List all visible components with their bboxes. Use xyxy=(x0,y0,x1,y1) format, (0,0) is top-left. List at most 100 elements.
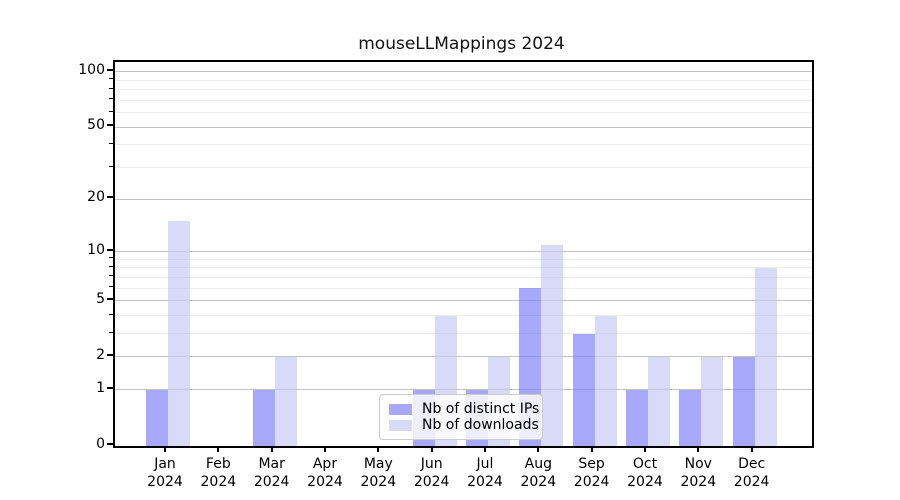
bar-dec-distinct-ips xyxy=(732,356,755,446)
x-tick-year: 2024 xyxy=(413,474,450,490)
y-tick-minor xyxy=(109,165,113,167)
legend-swatch-downloads xyxy=(389,419,412,431)
y-tick-minor xyxy=(109,110,113,112)
x-tick-label-apr: Apr 2024 xyxy=(290,455,360,491)
x-tick-label-jun: Jun 2024 xyxy=(397,455,467,491)
legend-entry-downloads: Nb of downloads xyxy=(389,417,539,433)
x-tick-month: Jan xyxy=(154,456,176,472)
x-tick xyxy=(270,446,273,452)
x-tick-year: 2024 xyxy=(467,474,503,490)
x-tick-month: Aug xyxy=(524,456,552,472)
gridline-minor xyxy=(115,79,812,81)
gridline-minor xyxy=(115,99,812,101)
x-tick-year: 2024 xyxy=(520,474,557,490)
y-tick-label: 10 xyxy=(87,241,105,258)
y-tick-label: 2 xyxy=(96,346,105,363)
y-tick-minor xyxy=(109,313,113,315)
y-tick-label: 0 xyxy=(96,436,105,452)
gridline-minor xyxy=(115,89,812,91)
x-tick-label-mar: Mar 2024 xyxy=(237,455,307,491)
x-tick-month: Mar xyxy=(258,456,285,472)
bar-jan-downloads xyxy=(168,221,190,446)
x-tick-label-nov: Nov 2024 xyxy=(663,455,733,491)
bar-jan-distinct-ips xyxy=(146,389,168,446)
y-tick-minor xyxy=(109,331,113,333)
x-tick-month: Jul xyxy=(476,456,494,472)
x-tick xyxy=(590,446,593,452)
gridline-major xyxy=(115,251,812,253)
x-tick-label-aug: Aug 2024 xyxy=(503,455,573,491)
x-tick-label-may: May 2024 xyxy=(343,455,413,491)
y-tick-major xyxy=(107,443,113,445)
gridline-minor xyxy=(115,144,812,146)
x-tick-year: 2024 xyxy=(147,474,183,490)
y-tick-minor xyxy=(109,275,113,277)
legend-label-downloads: Nb of downloads xyxy=(422,417,539,433)
x-tick-label-dec: Dec 2024 xyxy=(717,455,787,491)
gridline-minor xyxy=(115,167,812,169)
gridline-major xyxy=(115,356,812,358)
y-tick-minor xyxy=(109,265,113,267)
gridline-major xyxy=(115,198,812,200)
y-tick-label: 50 xyxy=(87,117,105,134)
bar-nov-distinct-ips xyxy=(679,389,702,446)
y-tick-label: 1 xyxy=(96,379,105,396)
y-tick-minor xyxy=(109,286,113,288)
y-tick-label: 100 xyxy=(78,61,105,78)
x-tick-year: 2024 xyxy=(200,474,237,490)
x-tick xyxy=(537,446,540,452)
x-tick-label-oct: Oct 2024 xyxy=(610,455,680,491)
bar-sep-distinct-ips xyxy=(572,333,595,446)
x-tick-year: 2024 xyxy=(307,474,343,490)
x-tick xyxy=(483,446,486,452)
x-tick xyxy=(377,446,380,452)
gridline-major xyxy=(115,126,812,128)
bar-mar-distinct-ips xyxy=(252,389,275,446)
x-tick-month: Sep xyxy=(578,456,605,472)
x-tick-label-jan: Jan 2024 xyxy=(130,455,200,491)
legend-swatch-distinct-ips xyxy=(389,403,412,415)
gridline-major xyxy=(115,300,812,302)
y-tick-label: 20 xyxy=(87,189,105,206)
y-tick-major xyxy=(107,248,113,251)
x-tick-month: Nov xyxy=(684,456,712,472)
y-tick-major xyxy=(107,297,113,300)
gridline-minor xyxy=(115,333,812,335)
x-tick-month: Dec xyxy=(738,456,766,472)
bar-oct-downloads xyxy=(647,356,670,446)
x-tick-label-jul: Jul 2024 xyxy=(450,455,520,491)
legend-label-distinct-ips: Nb of distinct IPs xyxy=(422,401,540,417)
x-tick-year: 2024 xyxy=(627,474,663,490)
x-tick-month: Feb xyxy=(205,456,231,472)
y-tick-minor xyxy=(109,142,113,144)
gridline-minor xyxy=(115,258,812,260)
plot-area xyxy=(113,60,814,448)
gridline-minor xyxy=(115,267,812,269)
x-tick xyxy=(697,446,700,452)
y-tick-minor xyxy=(109,78,113,80)
bar-sep-downloads xyxy=(594,315,617,446)
gridline-major xyxy=(115,71,812,73)
chart-title: mouseLLMappings 2024 xyxy=(358,34,565,54)
x-tick-label-feb: Feb 2024 xyxy=(183,455,253,491)
x-tick-year: 2024 xyxy=(573,474,610,490)
x-tick-month: Oct xyxy=(632,456,658,472)
x-tick-year: 2024 xyxy=(360,474,397,490)
x-tick-year: 2024 xyxy=(680,474,717,490)
x-tick-label-sep: Sep 2024 xyxy=(557,455,627,491)
legend: Nb of distinct IPs Nb of downloads xyxy=(379,394,543,440)
gridline-minor xyxy=(115,315,812,316)
x-tick-year: 2024 xyxy=(253,474,290,490)
y-tick-major xyxy=(107,196,113,199)
x-tick xyxy=(164,446,166,452)
gridline-minor xyxy=(115,112,812,114)
y-tick-major xyxy=(107,386,113,389)
gridline-minor xyxy=(115,276,812,278)
x-tick-month: May xyxy=(363,456,393,472)
x-tick-month: Jun xyxy=(420,456,443,472)
x-tick xyxy=(750,446,753,452)
x-tick xyxy=(643,446,646,452)
legend-entry-distinct-ips: Nb of distinct IPs xyxy=(389,401,539,417)
y-tick-major xyxy=(107,124,113,127)
